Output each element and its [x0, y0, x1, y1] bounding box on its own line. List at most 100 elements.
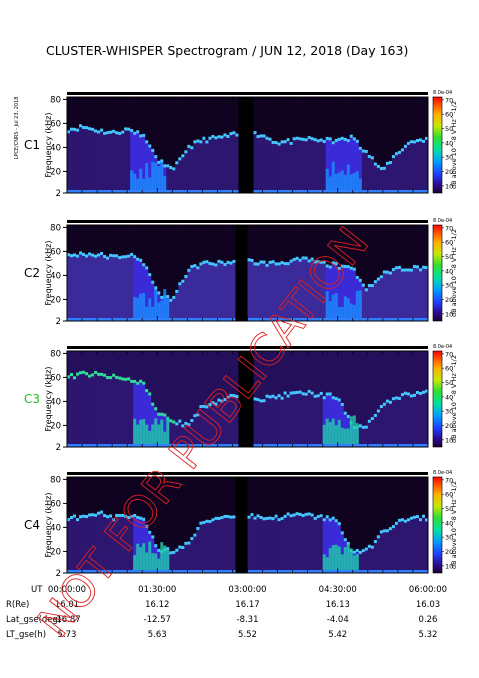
spectrogram-column-upper	[85, 97, 89, 128]
spectrogram-column-upper	[316, 351, 321, 396]
spectrogram-column-upper	[181, 97, 185, 156]
spectrogram-column-lower	[97, 374, 101, 447]
cutoff-emission-line	[364, 547, 369, 551]
colorbar-tick-label: 40	[445, 393, 453, 401]
cutoff-emission-line	[139, 134, 143, 138]
baseline-band	[412, 318, 417, 321]
low-frequency-emission	[340, 427, 345, 447]
spectrogram-column-upper	[226, 351, 230, 398]
spectrogram-column-upper	[259, 351, 263, 401]
spectrogram-column-lower	[400, 394, 405, 447]
baseline-band	[376, 570, 381, 573]
spectrogram-column-upper	[343, 351, 348, 414]
spectrogram-column-lower	[274, 516, 278, 573]
baseline-band	[361, 318, 366, 321]
baseline-band	[193, 570, 197, 573]
cutoff-emission-line	[256, 262, 260, 266]
baseline-band	[379, 318, 384, 321]
spectrogram-column-lower	[67, 519, 71, 573]
low-frequency-emission	[166, 548, 170, 573]
spectrogram-column-lower	[286, 263, 291, 321]
baseline-band	[172, 570, 176, 573]
spectrogram-column-lower	[124, 128, 128, 193]
spectrogram-column-lower	[199, 141, 203, 193]
spectrogram-column-upper	[304, 477, 309, 515]
spectrogram-column-lower	[361, 151, 366, 193]
cutoff-emission-line	[154, 544, 158, 548]
baseline-band	[340, 444, 345, 447]
spectrogram-column-lower	[409, 518, 414, 573]
baseline-band	[145, 444, 149, 447]
spectrogram-column-upper	[295, 351, 300, 393]
cutoff-emission-line	[124, 514, 128, 518]
spectrogram-column-lower	[91, 255, 95, 321]
cutoff-emission-line	[67, 375, 71, 379]
low-frequency-emission	[160, 542, 164, 573]
spectrogram-column-upper	[373, 351, 378, 416]
x-row-value: 06:00:00	[409, 585, 447, 595]
spectrogram-column-upper	[352, 97, 357, 139]
spectrogram-column-upper	[301, 477, 306, 516]
spectrogram-column-lower	[307, 513, 312, 573]
cutoff-emission-line	[85, 126, 89, 130]
cutoff-emission-line	[82, 370, 86, 374]
spectrogram-column-upper	[187, 225, 191, 271]
spectrogram-column-lower	[364, 427, 369, 447]
baseline-band	[256, 318, 260, 321]
baseline-band	[271, 444, 275, 447]
low-frequency-emission	[133, 296, 137, 321]
spectrogram-column-lower	[382, 271, 387, 321]
spectrogram-column-upper	[328, 477, 333, 520]
spectrogram-column-lower	[358, 552, 363, 573]
cutoff-emission-line	[382, 529, 387, 533]
baseline-band	[199, 444, 203, 447]
cutoff-emission-line	[397, 150, 402, 154]
cutoff-emission-line	[301, 137, 306, 141]
spectrogram-column-lower	[190, 420, 194, 447]
cutoff-emission-line	[250, 258, 254, 262]
spectrogram-column-lower	[268, 518, 272, 573]
spectrogram-column-upper	[73, 477, 77, 517]
low-frequency-emission	[163, 289, 167, 321]
y-tick-label: 40	[50, 397, 61, 407]
spectrogram-column-lower	[421, 141, 426, 193]
x-row-value: -8.31	[237, 615, 259, 625]
spectrogram-column-upper	[82, 351, 86, 373]
baseline-band	[136, 190, 140, 193]
spectrogram-column-upper	[67, 225, 71, 255]
cutoff-emission-line	[190, 146, 194, 150]
spectrogram-column-lower	[196, 414, 200, 447]
baseline-band	[109, 444, 113, 447]
colorbar	[432, 96, 443, 194]
spectrogram-column-upper	[88, 225, 92, 254]
spectrogram-column-upper	[280, 225, 284, 263]
spectrogram-column-upper	[115, 225, 119, 256]
baseline-band	[376, 444, 381, 447]
cutoff-emission-line	[376, 409, 381, 413]
spectrogram-column-upper	[265, 351, 269, 397]
cutoff-emission-line	[298, 390, 303, 394]
spectrogram-column-lower	[178, 158, 182, 193]
cutoff-emission-line	[100, 128, 104, 132]
spectrogram-column-upper	[352, 225, 357, 270]
spectrogram-column-upper	[424, 351, 429, 392]
spectrogram-column-upper	[85, 225, 89, 256]
cutoff-emission-line	[70, 516, 74, 520]
cutoff-emission-line	[265, 394, 269, 398]
baseline-band	[187, 318, 191, 321]
baseline-band	[253, 318, 257, 321]
baseline-band	[193, 444, 197, 447]
spectrogram-column-upper	[196, 225, 200, 268]
spectrogram-column-upper	[142, 97, 146, 136]
baseline-band	[403, 444, 408, 447]
spectrogram-column-upper	[352, 477, 357, 553]
spectrogram-column-upper	[421, 97, 426, 142]
cutoff-emission-line	[400, 268, 405, 272]
baseline-band	[343, 444, 348, 447]
baseline-band	[253, 444, 257, 447]
spectrogram-column-upper	[304, 97, 309, 140]
spectrogram-column-lower	[229, 263, 233, 321]
spectrogram-column-lower	[181, 547, 185, 573]
baseline-band	[154, 190, 158, 193]
baseline-band	[124, 570, 128, 573]
